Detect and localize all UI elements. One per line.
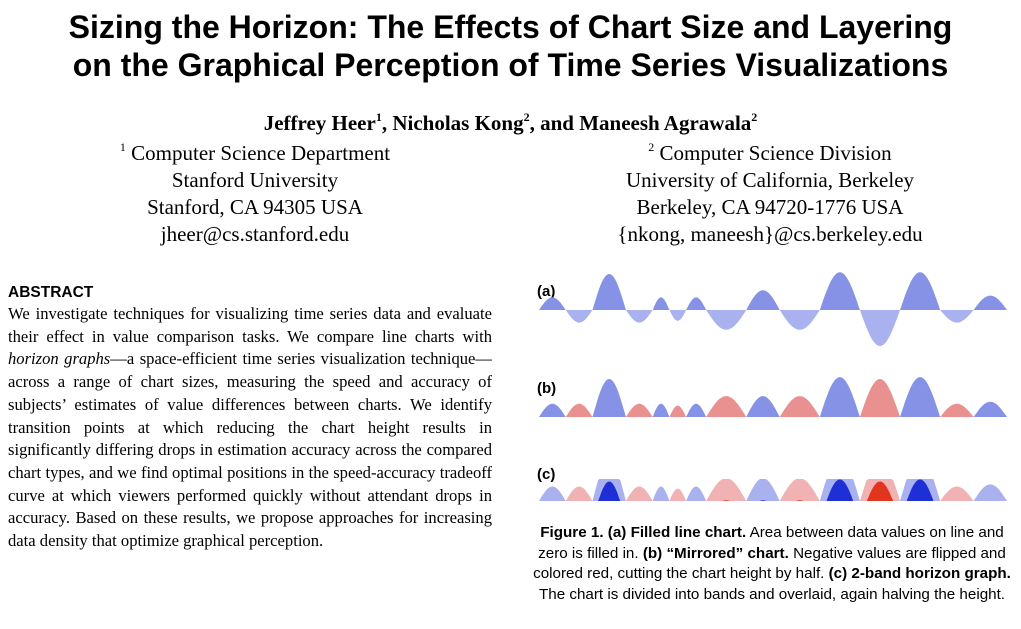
horizon-band1-6 [686,486,707,501]
horizon-band2-11 [859,481,900,501]
figure-charts [539,272,1007,501]
horizon-band1-5 [669,488,687,501]
horizon-band2-10 [819,479,860,501]
affiliation-email: {nkong, maneesh}@cs.berkeley.edu [617,222,923,246]
affiliation-line: Stanford, CA 94305 USA [147,195,363,219]
mirrored-area-5 [669,405,687,417]
panel-label-a: (a) [537,283,556,300]
affiliation-stanford: 1 Computer Science Department Stanford U… [60,140,450,248]
horizon-band2-12 [900,479,941,501]
author-name: Jeffrey Heer [263,111,376,135]
title-line-2: on the Graphical Perception of Time Seri… [72,47,949,83]
mirrored-area-8 [746,396,780,417]
mirrored-area-1 [565,403,593,417]
affiliation-line: 1 Computer Science Department [119,140,391,165]
mirrored-area-12 [900,377,941,417]
paper-title: Sizing the Horizon: The Effects of Chart… [0,8,1021,84]
mirrored-area-13 [940,403,974,417]
filled-area-11 [859,310,900,346]
horizon-band2-2 [592,481,626,501]
panel-label-c: (c) [537,466,556,483]
filled-area-14 [973,295,1007,310]
author-affil-mark: 2 [751,110,758,124]
affiliation-line: University of California, Berkeley [625,168,915,192]
filled-area-5 [669,310,687,321]
horizon-band1-13 [940,486,974,501]
horizon-band1-7 [706,479,747,501]
horizon-band1-9 [779,479,820,501]
horizon-band1-14 [973,484,1007,501]
affiliation-berkeley: 2 Computer Science Division University o… [560,140,980,248]
panel-label-b: (b) [537,380,557,397]
author-affil-mark: 2 [523,110,530,124]
affiliation-mark: 2 [648,140,655,154]
affiliation-mark: 1 [119,140,126,154]
panel-b-mirrored-chart [539,377,1007,417]
affiliation-email: jheer@cs.stanford.edu [160,222,350,246]
figure-caption: Figure 1. (a) Filled line chart. Area be… [533,524,1011,603]
horizon-band1-1 [565,486,593,501]
filled-area-13 [940,310,974,323]
affiliation-line: 2 Computer Science Division [648,140,892,165]
horizon-band1-3 [625,486,653,501]
mirrored-area-14 [973,401,1007,417]
filled-area-7 [706,310,747,330]
title-line-1: Sizing the Horizon: The Effects of Chart… [68,9,953,45]
author-name: Maneesh Agrawala [579,111,752,135]
mirrored-area-7 [706,396,747,417]
abstract-emphasis: horizon graphs [8,349,111,369]
mirrored-area-3 [625,403,653,417]
horizon-band1-8 [746,479,780,501]
mirrored-area-2 [592,379,626,417]
affiliation-line: Stanford University [171,168,339,192]
horizon-band2-9 [779,500,820,501]
mirrored-area-6 [686,403,707,417]
filled-area-4 [652,297,670,310]
mirrored-area-11 [859,379,900,417]
filled-area-3 [625,310,653,323]
author-separator: , and [529,111,580,135]
mirrored-area-10 [819,377,860,417]
filled-area-8 [746,290,780,310]
author-name: Nicholas Kong [392,111,524,135]
filled-area-0 [539,297,566,310]
horizon-band2-7 [706,500,747,501]
mirrored-area-9 [779,396,820,417]
panel-c-horizon-graph [539,479,1007,501]
author-list: Jeffrey Heer1, Nicholas Kong2, and Manee… [0,110,1021,136]
horizon-band2-8 [746,500,780,501]
horizon-band1-0 [539,486,566,501]
panel-a-filled-line-chart [539,272,1007,346]
filled-area-6 [686,297,707,310]
affiliation-line: Berkeley, CA 94720-1776 USA [636,195,904,219]
filled-area-2 [592,274,626,310]
horizon-band1-4 [652,486,670,501]
mirrored-area-4 [652,403,670,417]
author-separator: , [381,111,393,135]
abstract-body: We investigate techniques for visualizin… [8,304,493,551]
filled-area-10 [819,272,860,310]
filled-area-1 [565,310,593,323]
filled-area-12 [900,272,941,310]
filled-area-9 [779,310,820,330]
abstract-heading: ABSTRACT [8,284,94,301]
author-affil-mark: 1 [375,110,382,124]
mirrored-area-0 [539,403,566,417]
